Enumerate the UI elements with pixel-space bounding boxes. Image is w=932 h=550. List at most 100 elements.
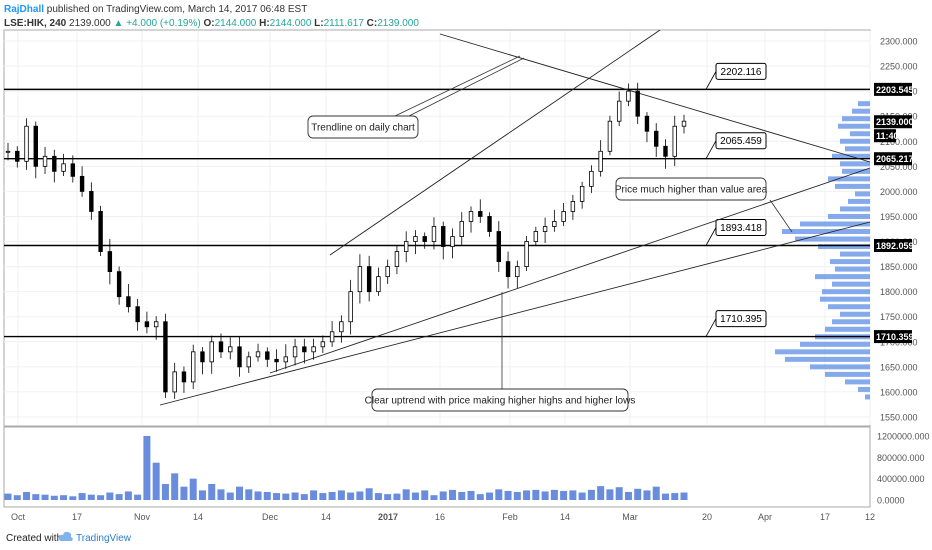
volume-pane-border (3, 426, 871, 508)
candle-body (672, 125, 677, 157)
candle-body (570, 201, 576, 212)
volume-bar (208, 484, 216, 500)
volume-bar (50, 495, 58, 500)
open-value: 2144.000 (214, 18, 257, 29)
price-tag: 1710.359 (876, 332, 914, 342)
price-tag-bg (874, 82, 912, 96)
price-axis[interactable]: 2300.0002250.0002200.0002150.0002100.000… (874, 37, 918, 423)
candle-body (116, 271, 122, 298)
candle-body (98, 211, 103, 252)
profile-bar (845, 146, 870, 152)
time-tick: Apr (758, 512, 772, 522)
symbol-label: LSE:HIK, 240 (4, 18, 67, 29)
high-value: 2144.000 (269, 18, 312, 29)
low-value: 2111.617 (323, 18, 364, 29)
volume-bar (189, 478, 197, 500)
chart-header: RajDhall published on TradingView.com, M… (0, 0, 932, 30)
candle-body (311, 346, 316, 353)
profile-bar (840, 311, 870, 317)
level-label-connector (705, 71, 717, 90)
candle-body (274, 358, 279, 363)
volume-bar (161, 484, 169, 500)
candle-body (218, 341, 224, 353)
volume-bar (430, 495, 438, 500)
profile-bar (828, 176, 870, 182)
callout-pointer (394, 55, 521, 117)
candle-body (107, 251, 113, 273)
candle-body (163, 321, 168, 393)
candle-body (302, 346, 307, 353)
profile-bar (838, 123, 870, 129)
level-label: 1893.418 (720, 223, 762, 234)
price-tag: 2139.000 (876, 117, 914, 127)
profile-bar (842, 116, 870, 122)
volume-bar (217, 489, 225, 500)
candle-body (246, 356, 251, 368)
profile-bar (825, 326, 870, 332)
profile-bar (822, 289, 870, 295)
callout-box (615, 177, 767, 201)
created-with-text: Created with (6, 533, 63, 544)
candle-body (339, 321, 344, 333)
profile-bar (840, 138, 870, 144)
volume-bar (236, 486, 244, 500)
profile-bar (858, 101, 870, 107)
close-label: C: (366, 18, 378, 29)
price-tick: 2050.000 (880, 162, 918, 172)
last-price: 2139.000 (69, 18, 111, 29)
time-tick: 12 (865, 512, 875, 522)
time-axis[interactable]: Oct 17 Nov 14 Dec 14 2017 16 Feb 14 Mar 20 Apr 17 12 (11, 512, 875, 522)
volume-tick: 0.0000 (877, 496, 905, 506)
volume-bar (134, 494, 142, 500)
trendlines[interactable] (159, 29, 871, 406)
time-tick: 2017 (378, 512, 398, 522)
level-label: 1710.395 (720, 314, 762, 325)
candle-body (200, 351, 205, 363)
price-chart[interactable]: 2202.116 2065.459 1893.418 1710.395 Trendli… (0, 0, 932, 528)
volume-bar (643, 490, 651, 500)
candle-body (61, 163, 66, 172)
candle-body (348, 291, 353, 323)
volume-bar (532, 489, 540, 500)
volume-bar (115, 494, 123, 500)
candle-body (394, 251, 400, 267)
volume-bar (560, 490, 568, 500)
candle-body (542, 226, 548, 232)
volume-bar (365, 488, 373, 500)
candle-body (5, 150, 11, 153)
profile-bar (815, 274, 870, 280)
volume-bar (597, 486, 605, 500)
callout-text: Clear uptrend with price making higher h… (365, 396, 636, 407)
volume-tick: 800000.000 (877, 453, 925, 463)
level-label-box (715, 62, 767, 80)
volume-bar (411, 492, 419, 500)
profile-bar (775, 349, 870, 355)
volume-bar (393, 493, 401, 500)
profile-bar (785, 356, 870, 362)
annotations[interactable]: Trendline on daily chart Price much highe… (307, 55, 793, 412)
price-tick: 1650.000 (880, 362, 918, 372)
candle-body (376, 276, 381, 293)
profile-bar (825, 371, 870, 377)
level-label-box (715, 218, 767, 236)
volume-bar (32, 494, 40, 500)
level-label-box (715, 310, 767, 328)
candle-body (607, 120, 613, 152)
candle-body (654, 130, 659, 147)
candle-body (589, 170, 594, 187)
tradingview-brand[interactable]: TradingView (76, 533, 132, 544)
profile-bar (852, 108, 870, 114)
volume-bar (578, 492, 586, 500)
author-link[interactable]: RajDhall (4, 4, 45, 15)
price-tag-bg (874, 152, 912, 166)
candle-body (237, 346, 242, 368)
trendline (329, 29, 661, 256)
time-tick: 14 (321, 512, 331, 522)
candle-body (626, 90, 631, 102)
volume-bar (624, 492, 632, 500)
horizontal-levels[interactable]: 2202.116 2065.459 1893.418 1710.395 (4, 62, 870, 338)
volume-bar (347, 492, 355, 500)
cloud-icon (58, 531, 73, 541)
price-tick: 2100.000 (880, 137, 918, 147)
open-label: O: (203, 18, 215, 29)
